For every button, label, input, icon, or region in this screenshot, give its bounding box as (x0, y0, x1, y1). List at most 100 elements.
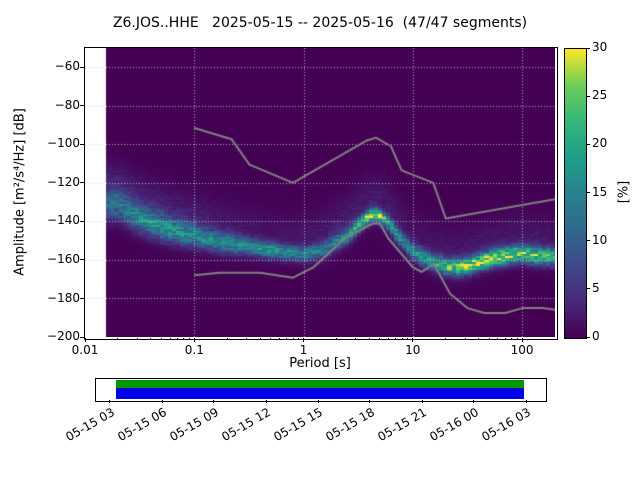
x-minor-tick-mark (286, 338, 288, 340)
x-minor-tick-mark (407, 338, 409, 340)
y-tick-label: −100 (47, 136, 80, 151)
timeline-tick-label: 05-16 00 (427, 405, 481, 445)
y-tick-mark (80, 66, 84, 68)
colorbar (564, 48, 587, 339)
x-minor-tick-mark (395, 338, 397, 340)
colorbar-tick-label: 25 (592, 88, 608, 103)
coverage-data-segment (116, 388, 524, 399)
x-tick-mark (521, 338, 523, 342)
x-minor-tick-mark (278, 338, 280, 340)
y-tick-label: −160 (47, 251, 80, 266)
x-tick-label: 0.1 (184, 343, 204, 357)
timeline-tick-label: 05-15 18 (323, 405, 377, 445)
colorbar-tick-mark (586, 336, 590, 338)
y-tick-label: −200 (47, 329, 80, 343)
y-tick-label: −120 (47, 174, 80, 189)
colorbar-tick-mark (586, 192, 590, 193)
colorbar-tick-label: 15 (592, 184, 608, 199)
colorbar-label: [%] (616, 180, 632, 204)
x-minor-tick-mark (401, 338, 403, 340)
x-minor-tick-mark (160, 338, 162, 340)
y-tick-label: −80 (54, 97, 80, 112)
y-tick-mark (80, 143, 84, 145)
x-minor-tick-mark (136, 338, 138, 340)
timeline-tick-label: 05-15 12 (219, 405, 273, 445)
colorbar-tick-mark (586, 47, 590, 49)
x-minor-tick-mark (511, 338, 512, 340)
coverage-used-segment (116, 380, 524, 388)
timeline-tick-label: 05-15 03 (63, 405, 117, 445)
x-minor-tick-mark (445, 338, 447, 340)
colorbar-tick-mark (586, 95, 590, 97)
x-minor-tick-mark (379, 338, 381, 340)
timeline-tick-label: 05-15 09 (167, 405, 221, 445)
x-axis-label: Period [s] (289, 356, 351, 371)
x-minor-tick-mark (245, 338, 247, 340)
x-tick-mark (412, 338, 414, 342)
coverage-bar (95, 378, 547, 402)
timeline-tick-mark (525, 400, 527, 403)
colorbar-tick-label: 5 (592, 280, 600, 295)
x-minor-tick-mark (497, 338, 499, 340)
x-minor-tick-mark (176, 338, 178, 340)
x-minor-tick-mark (117, 338, 119, 340)
x-minor-tick-mark (488, 338, 490, 340)
timeline-tick-mark (161, 400, 163, 403)
x-minor-tick-mark (150, 338, 152, 340)
y-tick-mark (80, 182, 84, 184)
plot-title: Z6.JOS..HHE 2025-05-15 -- 2025-05-16 (47… (112, 15, 528, 31)
x-tick-label: 0.01 (71, 343, 99, 357)
x-minor-tick-mark (368, 338, 370, 340)
x-minor-tick-mark (464, 338, 466, 340)
timeline-tick-mark (421, 400, 423, 403)
y-tick-mark (80, 336, 84, 338)
timeline-tick-label: 05-15 21 (375, 405, 430, 445)
y-tick-label: −180 (47, 290, 80, 305)
x-tick-label: 100 (510, 343, 534, 357)
x-minor-tick-mark (478, 338, 480, 340)
colorbar-tick-mark (586, 143, 590, 145)
timeline-tick-mark (473, 400, 475, 403)
timeline-tick-mark (109, 400, 111, 403)
timeline-tick-label: 05-15 15 (271, 405, 326, 445)
x-minor-tick-mark (355, 338, 357, 340)
colorbar-tick-label: 10 (592, 232, 608, 247)
x-tick-mark (84, 338, 86, 342)
x-minor-tick-mark (226, 338, 228, 340)
y-tick-mark (80, 220, 84, 222)
x-minor-tick-mark (388, 338, 390, 340)
x-minor-tick-mark (188, 338, 190, 340)
timeline-tick-label: 05-16 03 (479, 405, 534, 445)
x-minor-tick-mark (298, 338, 300, 340)
y-tick-mark (80, 298, 84, 299)
timeline-tick-mark (265, 400, 267, 403)
timeline-tick-mark (213, 400, 215, 403)
x-minor-tick-mark (183, 338, 185, 340)
x-tick-label: 10 (405, 343, 421, 357)
y-tick-label: −140 (47, 213, 80, 228)
colorbar-tick-mark (586, 240, 590, 242)
x-minor-tick-mark (169, 338, 171, 340)
colorbar-tick-label: 20 (592, 136, 608, 151)
x-tick-mark (303, 338, 305, 342)
x-minor-tick-mark (516, 338, 518, 340)
x-minor-tick-mark (259, 338, 261, 340)
x-tick-mark (193, 338, 195, 342)
timeline-tick-mark (317, 400, 319, 403)
timeline-tick-mark (369, 400, 371, 403)
colorbar-tick-mark (586, 288, 590, 290)
y-tick-mark (80, 105, 84, 107)
y-axis-label: Amplitude [m²/s⁴/Hz] [dB] (12, 108, 28, 276)
x-minor-tick-mark (270, 338, 272, 340)
timeline-tick-label: 05-15 06 (115, 405, 170, 445)
y-tick-mark (80, 259, 84, 261)
x-minor-tick-mark (504, 338, 506, 340)
colorbar-tick-label: 0 (592, 329, 600, 343)
x-minor-tick-mark (292, 338, 294, 340)
x-minor-tick-mark (335, 338, 337, 340)
x-tick-label: 1 (299, 343, 308, 357)
colorbar-tick-label: 30 (592, 40, 608, 54)
y-tick-label: −60 (54, 59, 80, 74)
ppsd-histogram-canvas (85, 48, 555, 337)
